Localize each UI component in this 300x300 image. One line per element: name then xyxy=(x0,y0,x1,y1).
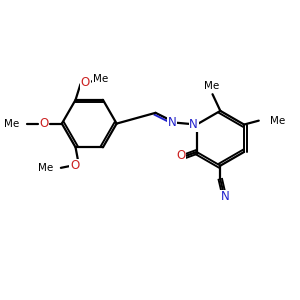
Text: Me: Me xyxy=(38,163,53,173)
Text: Me: Me xyxy=(93,74,108,84)
Text: O: O xyxy=(70,159,79,172)
Text: N: N xyxy=(189,118,198,131)
Text: Me: Me xyxy=(204,81,219,92)
Text: O: O xyxy=(81,76,90,89)
Text: N: N xyxy=(221,190,230,203)
Text: O: O xyxy=(40,117,49,130)
Text: N: N xyxy=(168,116,176,129)
Text: Me: Me xyxy=(269,116,285,126)
Text: Me: Me xyxy=(4,118,19,129)
Text: O: O xyxy=(176,149,186,162)
